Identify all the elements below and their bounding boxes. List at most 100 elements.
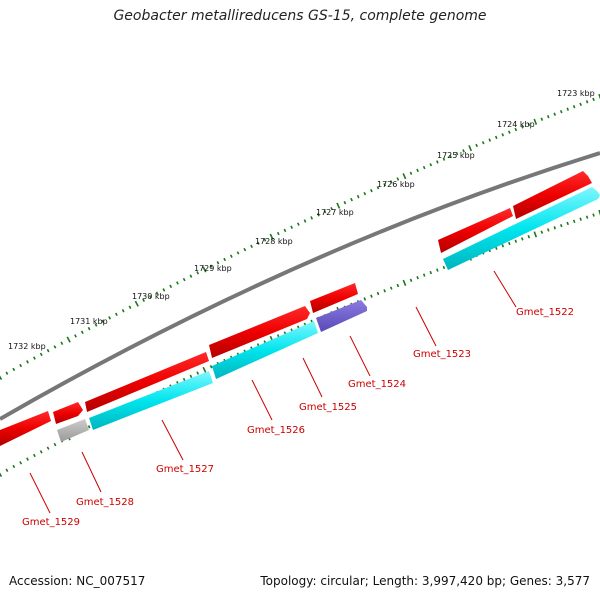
ruler-minor-tick (442, 157, 446, 161)
ruler-minor-tick (74, 334, 77, 338)
ruler-minor-tick (507, 130, 511, 134)
ruler-minor-tick (32, 453, 36, 458)
ruler-minor-tick (363, 297, 367, 301)
ruler-minor-tick (521, 237, 524, 241)
ruler-minor-tick (39, 450, 43, 454)
ruler-minor-tick (26, 457, 29, 461)
ruler-minor-tick (553, 226, 556, 230)
gene-gmet-1525-feature[interactable] (212, 321, 318, 379)
label-gmet-1524: Gmet_1524 (348, 379, 406, 390)
ruler-minor-tick (189, 274, 193, 278)
ruler-major-tick (533, 231, 538, 238)
ruler-minor-tick (363, 191, 367, 196)
ruler-minor-tick (87, 425, 91, 429)
gene-gmet-1527-cds[interactable] (85, 352, 209, 412)
ruler-minor-tick (396, 283, 400, 288)
label-gmet-1522: Gmet_1522 (516, 307, 574, 318)
ruler-minor-tick (422, 273, 426, 277)
ruler-minor-tick (148, 295, 152, 299)
gene-gmet-1527-feature[interactable] (89, 371, 213, 430)
ruler-label: 1725 kbp (437, 151, 475, 160)
ruler-minor-tick (429, 270, 433, 275)
ruler-minor-tick (501, 133, 505, 137)
gene-gmet-1529-cds[interactable] (0, 411, 51, 446)
ruler-minor-tick (501, 244, 505, 248)
ruler-major-tick (468, 145, 473, 152)
ruler-minor-tick (566, 107, 570, 111)
ruler-minor-tick (60, 341, 64, 345)
leader-gmet-1522 (493, 270, 517, 308)
ruler-minor-tick (87, 326, 91, 331)
ruler-minor-tick (540, 117, 544, 121)
ruler-major-tick (0, 375, 3, 380)
ruler-minor-tick (169, 284, 173, 289)
ruler-minor-tick (12, 464, 16, 469)
ruler-minor-tick (514, 127, 518, 132)
label-gmet-1525: Gmet_1525 (299, 402, 357, 413)
ruler-minor-tick (527, 234, 531, 239)
ruler-label: 1732 kbp (8, 342, 46, 351)
ruler-minor-tick (189, 374, 193, 379)
ruler-minor-tick (196, 271, 200, 275)
ruler-minor-tick (263, 238, 267, 242)
ruler-minor-tick (416, 168, 419, 173)
ruler-label: 1726 kbp (377, 180, 415, 189)
ruler-minor-tick (330, 206, 334, 211)
features (0, 171, 600, 446)
gene-gmet-1522-feature[interactable] (443, 187, 600, 270)
label-gmet-1526: Gmet_1526 (247, 425, 305, 436)
ruler-minor-tick (521, 125, 524, 129)
ruler-minor-tick (108, 316, 112, 320)
ruler-minor-tick (488, 138, 492, 142)
gene-gmet-1526-cds[interactable] (209, 306, 310, 358)
ruler-minor-tick (343, 200, 347, 205)
ruler-minor-tick (53, 345, 57, 349)
gene-gmet-1522-cds[interactable] (513, 171, 592, 219)
ruler-minor-tick (455, 151, 459, 156)
ruler-minor-tick (5, 468, 9, 472)
ruler-minor-tick (579, 102, 582, 106)
ruler-minor-tick (572, 219, 576, 224)
ruler-minor-tick (560, 223, 563, 228)
ruler-minor-tick (80, 330, 84, 334)
ruler-minor-tick (276, 231, 280, 236)
ruler-minor-tick (409, 171, 413, 175)
gene-gmet-1528-cds[interactable] (53, 402, 83, 424)
ruler-minor-tick (290, 225, 294, 229)
ruler-minor-tick (579, 217, 582, 221)
ruler-minor-tick (296, 222, 300, 226)
ruler-minor-tick (46, 348, 50, 353)
ruler-minor-tick (494, 135, 498, 140)
ruler-minor-tick (416, 276, 419, 280)
gene-gmet-1525-cds[interactable] (310, 283, 358, 313)
ruler-major-tick (269, 233, 274, 240)
ruler-minor-tick (162, 288, 166, 292)
leader-gmet-1525 (302, 357, 323, 398)
ruler-minor-tick (114, 312, 118, 316)
map-title: Geobacter metallireducens GS-15, complet… (113, 8, 487, 24)
gene-gmet-1524-feature[interactable] (316, 300, 367, 332)
ruler-minor-tick (389, 180, 393, 184)
ruler-minor-tick (376, 186, 380, 190)
gene-gmet-1523-cds[interactable] (438, 208, 513, 253)
ruler-minor-tick (182, 377, 186, 382)
ruler-major-tick (598, 209, 600, 216)
ruler-minor-tick (442, 265, 446, 270)
ruler-minor-tick (475, 143, 478, 148)
ruler-minor-tick (592, 97, 595, 102)
leader-gmet-1526 (251, 379, 273, 421)
ruler-minor-tick (585, 215, 589, 219)
ruler-minor-tick (19, 363, 23, 368)
ruler-minor-tick (316, 213, 320, 217)
ruler-major-tick (336, 202, 341, 209)
leader-gmet-1528 (81, 451, 102, 493)
ruler-major-tick (402, 173, 407, 180)
ruler-minor-tick (383, 183, 387, 187)
ruler-minor-tick (585, 100, 589, 104)
genome-summary-text: Topology: circular; Length: 3,997,420 bp… (260, 574, 590, 588)
ruler-minor-tick (256, 241, 260, 245)
ruler-minor-tick (5, 371, 9, 375)
gene-gmet-1528-feature[interactable] (57, 419, 89, 442)
ruler-minor-tick (429, 163, 433, 167)
